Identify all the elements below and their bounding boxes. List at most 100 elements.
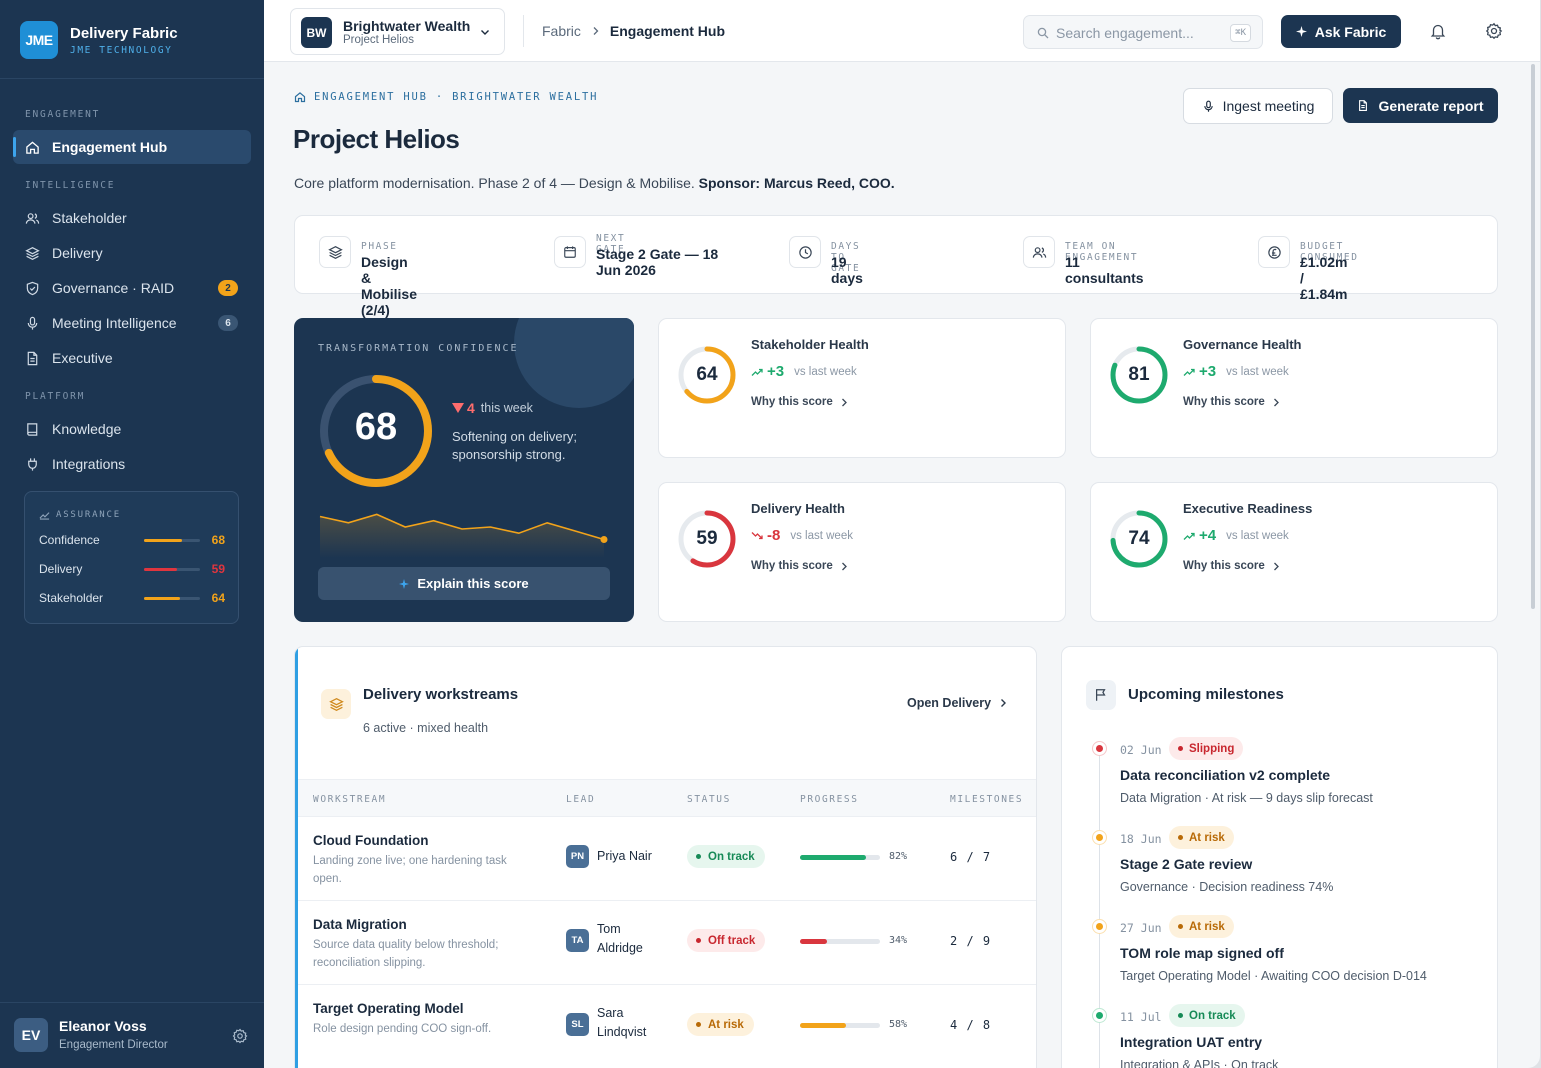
search-input[interactable] [1056, 22, 1216, 44]
ingest-meeting-button[interactable]: Ingest meeting [1183, 88, 1333, 124]
header-divider [523, 15, 524, 47]
users-icon [1032, 246, 1046, 258]
table-row[interactable]: Cloud Foundation Landing zone live; one … [298, 817, 1036, 901]
delivery-health-card[interactable]: 59 Delivery Health -8 vs last week Why t… [658, 482, 1066, 622]
sidebar-item-delivery[interactable]: Delivery [13, 236, 251, 270]
column-header: PROGRESS [800, 794, 859, 805]
governance-health-card[interactable]: 81 Governance Health +3 vs last week Why… [1090, 318, 1498, 458]
health-delta: +3 vs last week [751, 363, 857, 380]
page-scrollbar[interactable] [1531, 64, 1535, 609]
milestone-description: Target Operating Model · Awaiting COO de… [1120, 969, 1427, 983]
brand-logo: JME [20, 21, 58, 59]
sidebar-item-label: Governance · RAID [52, 280, 175, 296]
confidence-note: Softening on delivery; sponsorship stron… [452, 429, 578, 462]
nav-section-intelligence: INTELLIGENCE [25, 180, 116, 191]
milestone-item[interactable]: 02 Jun Slipping Data reconciliation v2 c… [1062, 736, 1497, 825]
stakeholder-health-card[interactable]: 64 Stakeholder Health +3 vs last week Wh… [658, 318, 1066, 458]
lead-name: Tom Aldridge [597, 922, 643, 955]
table-row[interactable]: Data Migration Source data quality below… [298, 901, 1036, 985]
workstream-description: Role design pending COO sign-off. [313, 1023, 492, 1035]
ask-fabric-button[interactable]: Ask Fabric [1281, 15, 1401, 48]
sidebar-item-knowledge[interactable]: Knowledge [13, 412, 251, 446]
decorative-glow [514, 318, 634, 408]
table-row[interactable]: Target Operating Model Role design pendi… [298, 985, 1036, 1068]
open-delivery-link[interactable]: Open Delivery [907, 696, 1007, 710]
milestone-item[interactable]: 18 Jun At risk Stage 2 Gate review Gover… [1062, 825, 1497, 914]
chevron-right-icon [841, 398, 847, 406]
chevron-right-icon [1273, 398, 1279, 406]
milestone-item[interactable]: 11 Jul On track Integration UAT entry In… [1062, 1003, 1497, 1068]
brand-subtitle: JME TECHNOLOGY [70, 44, 173, 56]
chevron-right-icon [841, 562, 847, 570]
health-title: Stakeholder Health [751, 337, 869, 352]
fact-label: BUDGET CONSUMED [1300, 241, 1359, 263]
meeting-count-badge: 6 [218, 315, 238, 331]
assurance-label: Delivery [39, 562, 83, 576]
milestones-icon-box [1086, 680, 1116, 710]
gear-icon[interactable] [232, 1028, 248, 1044]
trend-icon [39, 512, 50, 520]
fact-value: Stage 2 Gate — 18 Jun 2026 [596, 246, 719, 278]
why-this-score-link[interactable]: Why this score [1183, 396, 1279, 408]
top-header: BW Brightwater Wealth Project Helios Fab… [264, 0, 1540, 62]
home-icon [294, 92, 306, 103]
milestone-count: 6 / 7 [950, 850, 992, 864]
fact-label: PHASE [361, 241, 398, 252]
assurance-row-stakeholder: Stakeholder 64 [39, 591, 225, 607]
workstream-description: Landing zone live; one hardening task op… [313, 855, 507, 885]
breadcrumb: Fabric Engagement Hub [542, 23, 725, 39]
calendar-icon [564, 246, 576, 258]
sponsor: Sponsor: Marcus Reed, COO. [698, 175, 895, 191]
lead-avatar: PN [566, 845, 589, 868]
why-this-score-link[interactable]: Why this score [1183, 560, 1279, 572]
milestone-item[interactable]: 27 Jun At risk TOM role map signed off T… [1062, 914, 1497, 1003]
governance-count-badge: 2 [218, 280, 238, 296]
executive-readiness-card[interactable]: 74 Executive Readiness +4 vs last week W… [1090, 482, 1498, 622]
explain-score-button[interactable]: Explain this score [318, 567, 610, 600]
assurance-bar [144, 568, 200, 571]
why-this-score-link[interactable]: Why this score [751, 560, 847, 572]
page-eyebrow: ENGAGEMENT HUB · BRIGHTWATER WEALTH [294, 91, 598, 103]
health-delta: +4 vs last week [1183, 527, 1289, 544]
progress-fill [800, 939, 828, 944]
transformation-confidence-card: TRANSFORMATION CONFIDENCE 68 4 this week… [294, 318, 634, 622]
user-role: Engagement Director [59, 1039, 168, 1051]
client-switcher[interactable]: BW Brightwater Wealth Project Helios [290, 8, 505, 55]
search-box[interactable]: ⌘K [1023, 15, 1263, 49]
milestone-name: Stage 2 Gate review [1120, 856, 1253, 872]
progress-fill [800, 855, 866, 860]
user-profile[interactable]: EV Eleanor Voss Engagement Director [0, 1002, 264, 1068]
sidebar-item-label: Delivery [52, 245, 103, 261]
sidebar-item-meeting-intelligence[interactable]: Meeting Intelligence 6 [13, 306, 251, 340]
brand[interactable]: JME Delivery Fabric JME TECHNOLOGY [20, 21, 178, 59]
sparkle-icon [1295, 26, 1307, 37]
why-this-score-link[interactable]: Why this score [751, 396, 847, 408]
sidebar-item-governance-raid[interactable]: Governance · RAID 2 [13, 271, 251, 305]
sidebar-item-stakeholder[interactable]: Stakeholder [13, 201, 251, 235]
sidebar-item-label: Stakeholder [52, 210, 127, 226]
triangle-down-icon [452, 403, 464, 413]
document-icon [27, 351, 38, 365]
delivery-workstreams-card: Delivery workstreams 6 active · mixed he… [294, 646, 1037, 1068]
health-title: Executive Readiness [1183, 501, 1313, 516]
milestone-name: Integration UAT entry [1120, 1034, 1263, 1050]
sidebar-item-integrations[interactable]: Integrations [13, 447, 251, 481]
health-delta: -8 vs last week [751, 527, 853, 544]
milestone-count: 2 / 9 [950, 934, 992, 948]
bell-icon[interactable] [1429, 22, 1447, 40]
fact-value: Design & Mobilise (2/4) [361, 254, 418, 318]
generate-report-button[interactable]: Generate report [1343, 88, 1498, 123]
health-score: 81 [1128, 364, 1150, 385]
breadcrumb-root[interactable]: Fabric [542, 23, 581, 39]
fact-label: TEAM ON ENGAGEMENT [1065, 241, 1139, 263]
assurance-label: Confidence [39, 533, 100, 547]
milestone-dot [1092, 830, 1107, 845]
search-icon [1037, 27, 1049, 39]
assurance-value: 59 [211, 562, 225, 576]
settings-icon[interactable] [1485, 22, 1503, 40]
workstream-name: Cloud Foundation [313, 833, 429, 848]
progress-percent: 82% [889, 851, 908, 862]
sidebar-item-engagement-hub[interactable]: Engagement Hub [13, 130, 251, 164]
sidebar-item-executive[interactable]: Executive [13, 341, 251, 375]
column-header: WORKSTREAM [313, 794, 387, 805]
